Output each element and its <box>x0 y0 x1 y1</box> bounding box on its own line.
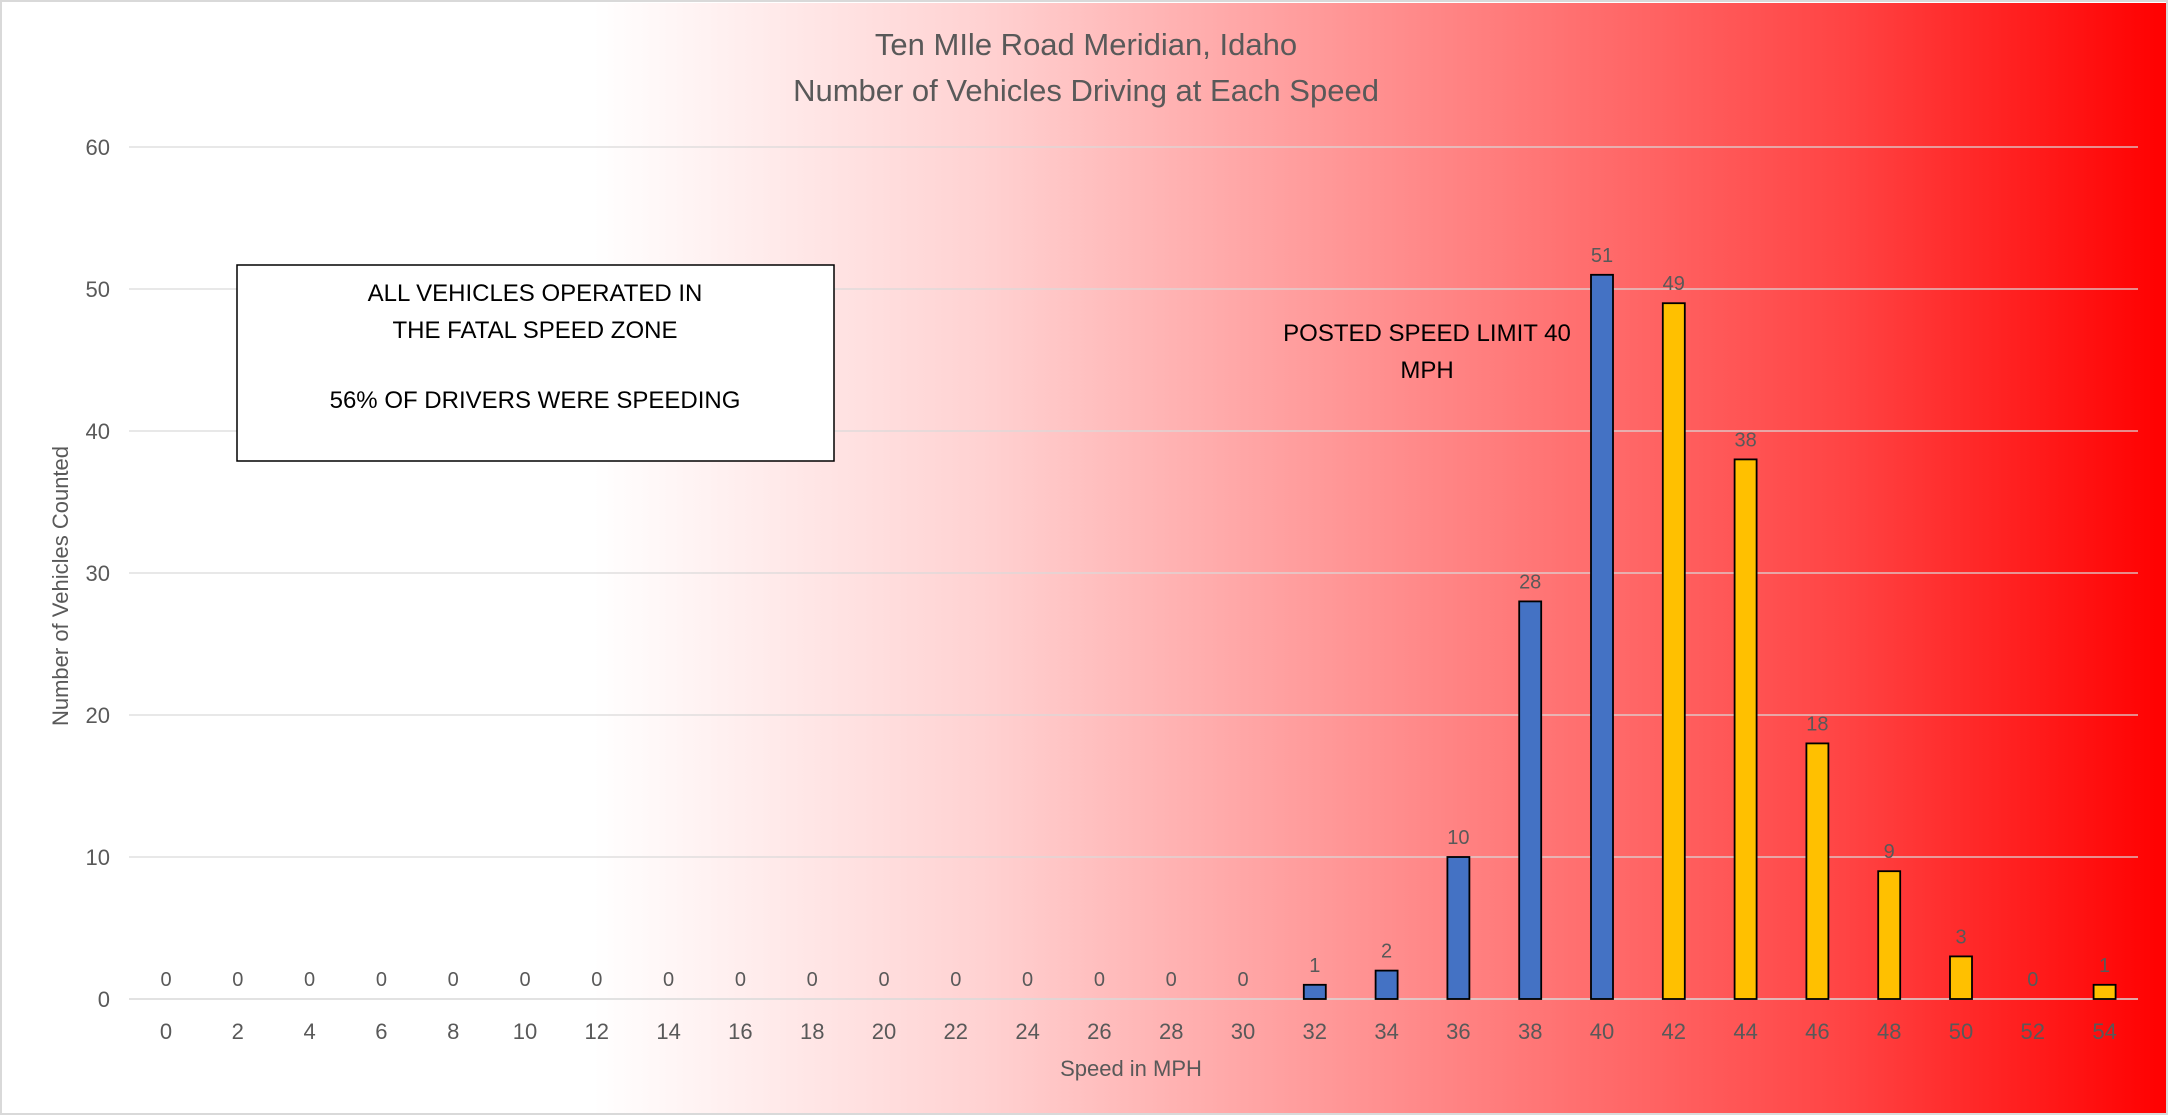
bar-46 <box>1805 742 1830 1000</box>
x-tick-label: 32 <box>1303 1019 1327 1044</box>
bar-38 <box>1518 600 1543 1000</box>
data-label: 0 <box>376 969 387 991</box>
data-label: 0 <box>950 969 961 991</box>
speed-limit-line-1: POSTED SPEED LIMIT 40 <box>1283 320 1571 347</box>
x-tick-label: 44 <box>1733 1019 1757 1044</box>
y-tick-label: 30 <box>86 561 110 586</box>
bar-34 <box>1374 969 1399 1000</box>
data-label: 3 <box>1955 926 1966 948</box>
annotation-box-frame <box>236 264 835 462</box>
x-tick-label: 52 <box>2021 1019 2045 1044</box>
y-tick-label: 20 <box>86 703 110 728</box>
annotation-box: ALL VEHICLES OPERATED IN THE FATAL SPEED… <box>236 264 835 462</box>
y-tick-label: 60 <box>86 135 110 160</box>
chart-title: Ten MIle Road Meridian, Idaho <box>875 27 1297 62</box>
data-label: 0 <box>2027 969 2038 991</box>
data-label: 0 <box>519 969 530 991</box>
data-label: 0 <box>591 969 602 991</box>
data-label: 0 <box>735 969 746 991</box>
bar-32 <box>1302 983 1327 1000</box>
y-axis-label: Number of Vehicles Counted <box>48 446 73 726</box>
data-label: 1 <box>2099 955 2110 977</box>
data-label: 9 <box>1884 841 1895 863</box>
data-label: 18 <box>1806 713 1828 735</box>
data-label: 0 <box>663 969 674 991</box>
annotation-box-line-3: 56% OF DRIVERS WERE SPEEDING <box>330 387 741 414</box>
x-tick-label: 10 <box>513 1019 537 1044</box>
bars <box>1302 273 2117 1000</box>
data-label: 0 <box>1237 969 1248 991</box>
x-axis-ticks: 0 2 4 6 8 10 12 14 16 18 20 22 24 26 28 30 32 34 36 38 40 42 4… <box>160 1019 2117 1044</box>
x-tick-label: 28 <box>1159 1019 1183 1044</box>
data-label: 0 <box>878 969 889 991</box>
data-label: 49 <box>1663 273 1685 295</box>
x-tick-label: 14 <box>656 1019 680 1044</box>
x-tick-label: 54 <box>2092 1019 2116 1044</box>
x-tick-label: 40 <box>1590 1019 1614 1044</box>
data-label: 1 <box>1309 955 1320 977</box>
x-tick-label: 20 <box>872 1019 896 1044</box>
x-tick-label: 26 <box>1087 1019 1111 1044</box>
data-label: 28 <box>1519 571 1541 593</box>
y-tick-label: 0 <box>98 987 110 1012</box>
x-tick-label: 18 <box>800 1019 824 1044</box>
x-tick-label: 2 <box>232 1019 244 1044</box>
data-label: 0 <box>807 969 818 991</box>
chart-subtitle: Number of Vehicles Driving at Each Speed <box>793 73 1379 108</box>
x-tick-label: 36 <box>1446 1019 1470 1044</box>
x-tick-label: 38 <box>1518 1019 1542 1044</box>
data-label: 0 <box>448 969 459 991</box>
x-tick-label: 48 <box>1877 1019 1901 1044</box>
data-label: 0 <box>1094 969 1105 991</box>
x-tick-label: 12 <box>585 1019 609 1044</box>
x-tick-label: 34 <box>1374 1019 1398 1044</box>
x-tick-label: 0 <box>160 1019 172 1044</box>
y-axis-ticks: 0 10 20 30 40 50 60 <box>86 135 110 1012</box>
annotation-box-line-1: ALL VEHICLES OPERATED IN <box>368 280 703 307</box>
bar-50 <box>1949 955 1973 1000</box>
bar-48 <box>1877 870 1902 1000</box>
bar-40 <box>1590 273 1614 1000</box>
data-label: 0 <box>304 969 315 991</box>
plot-background <box>12 3 2166 1113</box>
data-label: 0 <box>1166 969 1177 991</box>
speed-limit-line-2: MPH <box>1400 357 1453 384</box>
speed-limit-annotation: POSTED SPEED LIMIT 40 MPH <box>1283 320 1571 384</box>
y-tick-label: 10 <box>86 845 110 870</box>
data-labels: 0 0 0 0 0 0 0 0 0 0 0 0 0 0 0 0 1 2 10 28 51 49 38 18 9 3 0 1 <box>160 245 2110 991</box>
x-tick-label: 6 <box>375 1019 387 1044</box>
data-label: 10 <box>1447 827 1469 849</box>
x-tick-label: 16 <box>728 1019 752 1044</box>
x-tick-label: 46 <box>1805 1019 1829 1044</box>
bar-44 <box>1733 458 1758 1000</box>
annotation-box-line-2: THE FATAL SPEED ZONE <box>393 317 678 344</box>
x-tick-label: 30 <box>1231 1019 1255 1044</box>
y-tick-label: 50 <box>86 277 110 302</box>
bar-54 <box>2092 983 2117 1000</box>
data-label: 0 <box>1022 969 1033 991</box>
x-tick-label: 50 <box>1949 1019 1973 1044</box>
data-label: 38 <box>1734 429 1756 451</box>
bar-36 <box>1446 856 1471 1000</box>
data-label: 0 <box>232 969 243 991</box>
x-tick-label: 24 <box>1015 1019 1039 1044</box>
data-label: 51 <box>1591 245 1613 267</box>
x-tick-label: 42 <box>1662 1019 1686 1044</box>
x-tick-label: 4 <box>303 1019 315 1044</box>
bar-42 <box>1661 302 1686 1000</box>
data-label: 2 <box>1381 941 1392 963</box>
x-tick-label: 22 <box>944 1019 968 1044</box>
x-axis-label: Speed in MPH <box>1060 1056 1202 1081</box>
x-tick-label: 8 <box>447 1019 459 1044</box>
y-tick-label: 40 <box>86 419 110 444</box>
data-label: 0 <box>160 969 171 991</box>
